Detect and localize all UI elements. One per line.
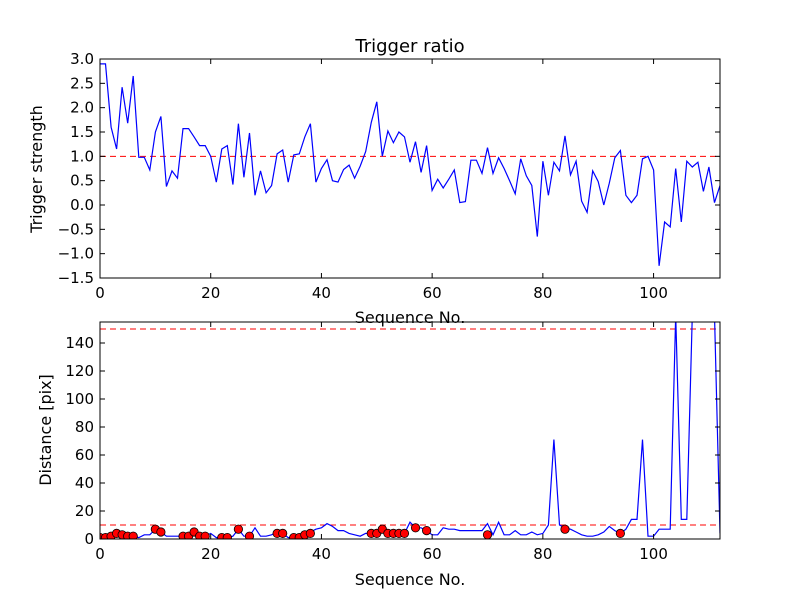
distance-marker-point xyxy=(399,528,410,539)
distance-marker-point xyxy=(244,531,255,539)
distance-x-ticks: 0 20 40 60 80 100 xyxy=(95,322,668,563)
trigger-x-tick-label: 60 xyxy=(423,284,442,302)
distance-marker-point xyxy=(422,525,432,536)
trigger-x-tick-label: 80 xyxy=(533,284,552,302)
trigger-y-tick-label: 1.5 xyxy=(70,123,94,141)
distance-x-axis-title: Sequence No. xyxy=(355,570,466,589)
distance-series-line xyxy=(100,322,720,539)
trigger-y-tick-label: 3.0 xyxy=(70,50,94,68)
distance-marker-point xyxy=(482,530,493,539)
distance-y-tick-label: 20 xyxy=(75,502,94,520)
distance-x-tick-label: 0 xyxy=(95,545,105,563)
trigger-y-tick-label: 2.0 xyxy=(70,99,94,117)
trigger-y-tick-label: 1.0 xyxy=(70,147,94,165)
distance-marker-point xyxy=(200,531,210,539)
distance-marker-point xyxy=(615,528,625,539)
distance-panel: 0 20 40 60 80 100 140 120 100 80 60 40 20 0 Sequence… xyxy=(36,321,721,589)
distance-x-tick-label: 80 xyxy=(533,545,552,563)
distance-y-tick-label: 80 xyxy=(75,418,94,436)
trigger-ratio-panel: Trigger ratio 0 20 40 60 80 100 3.0 2.5 2.0 1.5 1… xyxy=(27,36,721,327)
distance-x-tick-label: 40 xyxy=(312,545,331,563)
trigger-series-line xyxy=(100,63,720,266)
trigger-y-tick-label: 2.5 xyxy=(70,74,94,92)
distance-marker-point xyxy=(410,523,421,533)
distance-marker-point xyxy=(128,531,138,539)
trigger-series-group xyxy=(100,63,720,266)
distance-y-ticks: 140 120 100 80 60 40 20 0 xyxy=(65,334,720,548)
trigger-plot-area xyxy=(100,63,720,266)
distance-marker-point xyxy=(278,528,288,539)
distance-marker-point xyxy=(560,524,570,534)
distance-y-tick-label: 100 xyxy=(65,390,94,408)
trigger-x-axis-title: Sequence No. xyxy=(355,308,466,327)
trigger-y-tick-label: −1.0 xyxy=(58,245,94,263)
trigger-y-ticks: 3.0 2.5 2.0 1.5 1.0 0.5 0.0 −0.5 −1.0 −1.5 xyxy=(58,50,720,287)
trigger-x-tick-label: 0 xyxy=(95,284,105,302)
distance-y-tick-label: 120 xyxy=(65,362,94,380)
distance-series-group xyxy=(100,322,720,539)
distance-y-tick-label: 40 xyxy=(75,474,94,492)
trigger-x-ticks: 0 20 40 60 80 100 xyxy=(95,59,668,302)
trigger-y-axis-title: Trigger strength xyxy=(27,105,46,234)
trigger-x-tick-label: 20 xyxy=(201,284,220,302)
chart-title: Trigger ratio xyxy=(354,36,464,57)
trigger-plot-frame xyxy=(99,58,721,279)
distance-x-tick-label: 20 xyxy=(201,545,220,563)
trigger-x-tick-label: 40 xyxy=(312,284,331,302)
distance-marker-point xyxy=(305,528,315,539)
distance-y-axis-title: Distance [pix] xyxy=(36,374,55,486)
trigger-y-tick-label: 0.0 xyxy=(70,196,94,214)
distance-marker-point xyxy=(233,524,243,534)
distance-x-tick-label: 100 xyxy=(639,545,668,563)
trigger-x-tick-label: 100 xyxy=(639,284,668,302)
trigger-y-tick-label: −1.5 xyxy=(58,269,94,287)
distance-y-tick-label: 60 xyxy=(75,446,94,464)
distance-y-tick-label: 0 xyxy=(84,530,94,548)
distance-marker-point xyxy=(156,527,166,537)
distance-y-tick-label: 140 xyxy=(65,334,94,352)
distance-marker-point xyxy=(222,533,232,539)
distance-plot-frame xyxy=(99,321,721,540)
trigger-y-tick-label: −0.5 xyxy=(58,220,94,238)
trigger-y-tick-label: 0.5 xyxy=(70,172,94,190)
distance-plot-area xyxy=(100,322,720,539)
distance-x-tick-label: 60 xyxy=(423,545,442,563)
